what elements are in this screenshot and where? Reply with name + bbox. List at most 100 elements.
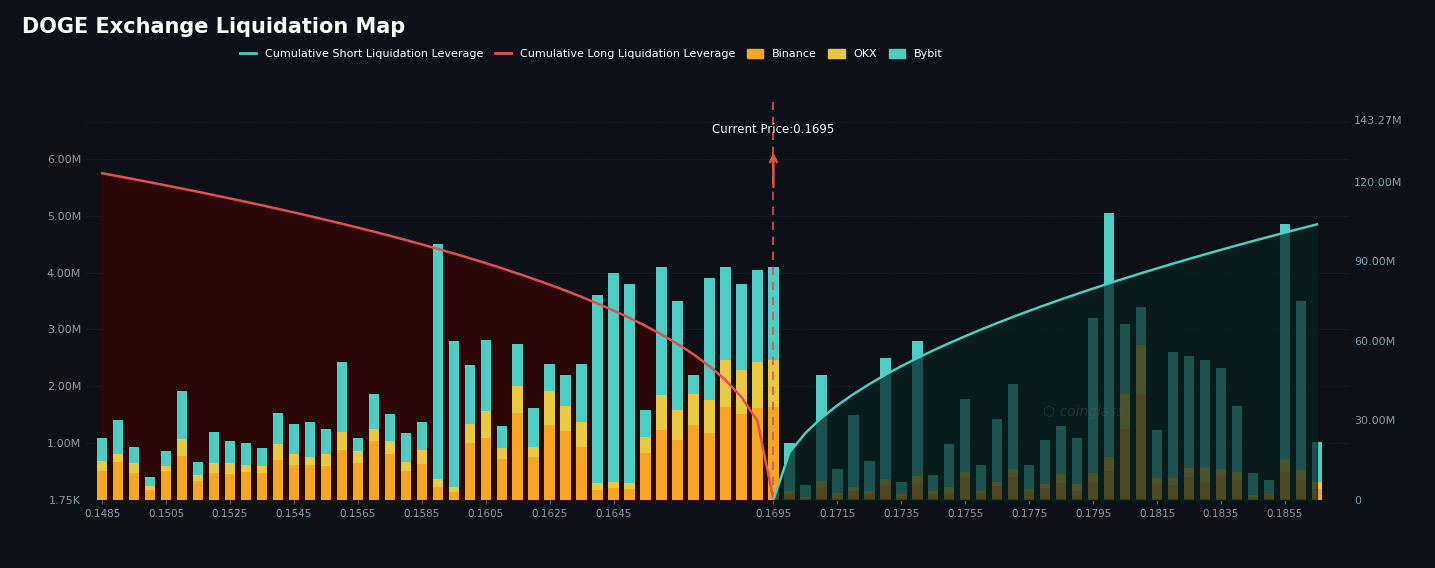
Bar	[1119, 429, 1131, 500]
Bar	[1231, 406, 1243, 471]
Bar	[689, 375, 699, 394]
Bar	[656, 267, 667, 395]
Bar	[992, 482, 1003, 486]
Bar	[416, 450, 428, 464]
Bar	[1104, 457, 1115, 471]
Bar	[705, 278, 715, 400]
Bar	[1215, 469, 1227, 476]
Bar	[385, 414, 395, 441]
Bar	[369, 394, 379, 429]
Bar	[624, 284, 634, 483]
Bar	[320, 429, 331, 454]
Bar	[928, 491, 938, 494]
Bar	[481, 340, 491, 411]
Bar	[1200, 482, 1210, 500]
Bar	[1088, 473, 1098, 482]
Bar	[1200, 467, 1210, 482]
Bar	[1168, 352, 1178, 478]
Bar	[385, 441, 395, 454]
Bar	[528, 457, 540, 500]
Bar	[1119, 394, 1131, 429]
Bar	[1137, 345, 1147, 394]
Bar	[1119, 324, 1131, 394]
Bar	[944, 444, 954, 487]
Bar	[895, 494, 907, 496]
Bar	[593, 490, 603, 500]
Bar	[561, 406, 571, 431]
Bar	[1264, 481, 1274, 494]
Bar	[817, 375, 827, 481]
Bar	[1231, 480, 1243, 500]
Bar	[1040, 440, 1050, 484]
Bar	[145, 478, 155, 486]
Bar	[225, 474, 235, 500]
Bar	[577, 364, 587, 423]
Bar	[577, 446, 587, 500]
Bar	[1072, 491, 1082, 500]
Bar	[785, 494, 795, 500]
Bar	[848, 415, 858, 487]
Bar	[640, 410, 650, 437]
Bar	[288, 424, 298, 454]
Bar	[1152, 478, 1162, 484]
Bar	[913, 341, 923, 476]
Bar	[512, 386, 522, 414]
Bar	[129, 473, 139, 500]
Bar	[673, 440, 683, 500]
Bar	[832, 495, 842, 500]
Bar	[304, 465, 316, 500]
Bar	[273, 412, 283, 444]
Bar	[705, 433, 715, 500]
Bar	[593, 295, 603, 483]
Bar	[1296, 470, 1306, 480]
Bar	[1040, 488, 1050, 500]
Bar	[880, 478, 891, 486]
Bar	[497, 459, 507, 500]
Bar	[337, 362, 347, 432]
Bar	[369, 429, 379, 441]
Bar	[1088, 318, 1098, 473]
Bar	[689, 425, 699, 500]
Bar	[208, 432, 220, 462]
Bar	[416, 422, 428, 450]
Bar	[752, 270, 762, 362]
Bar	[1007, 385, 1019, 469]
Bar	[192, 482, 204, 500]
Bar	[288, 454, 298, 465]
Bar	[161, 466, 171, 471]
Bar	[528, 408, 540, 448]
Bar	[752, 362, 762, 408]
Bar	[1248, 473, 1258, 495]
Bar	[624, 489, 634, 500]
Bar	[320, 454, 331, 466]
Bar	[512, 414, 522, 500]
Bar	[177, 391, 187, 439]
Bar	[640, 437, 650, 453]
Bar	[465, 424, 475, 444]
Bar	[177, 439, 187, 456]
Bar	[1104, 213, 1115, 457]
Bar	[1215, 476, 1227, 500]
Bar	[736, 284, 746, 370]
Bar	[720, 407, 730, 500]
Bar	[1231, 471, 1243, 480]
Bar	[1056, 483, 1066, 500]
Bar	[337, 450, 347, 500]
Bar	[895, 482, 907, 494]
Text: DOGE Exchange Liquidation Map: DOGE Exchange Liquidation Map	[22, 17, 405, 37]
Bar	[497, 426, 507, 448]
Bar	[960, 399, 970, 472]
Bar	[801, 485, 811, 496]
Bar	[1312, 482, 1322, 489]
Bar	[320, 466, 331, 500]
Bar	[561, 375, 571, 406]
Bar	[673, 301, 683, 410]
Bar	[1152, 431, 1162, 478]
Bar	[768, 360, 779, 407]
Bar	[449, 341, 459, 487]
Bar	[1088, 482, 1098, 500]
Bar	[1312, 441, 1322, 482]
Bar	[177, 456, 187, 500]
Bar	[208, 473, 220, 500]
Bar	[369, 441, 379, 500]
